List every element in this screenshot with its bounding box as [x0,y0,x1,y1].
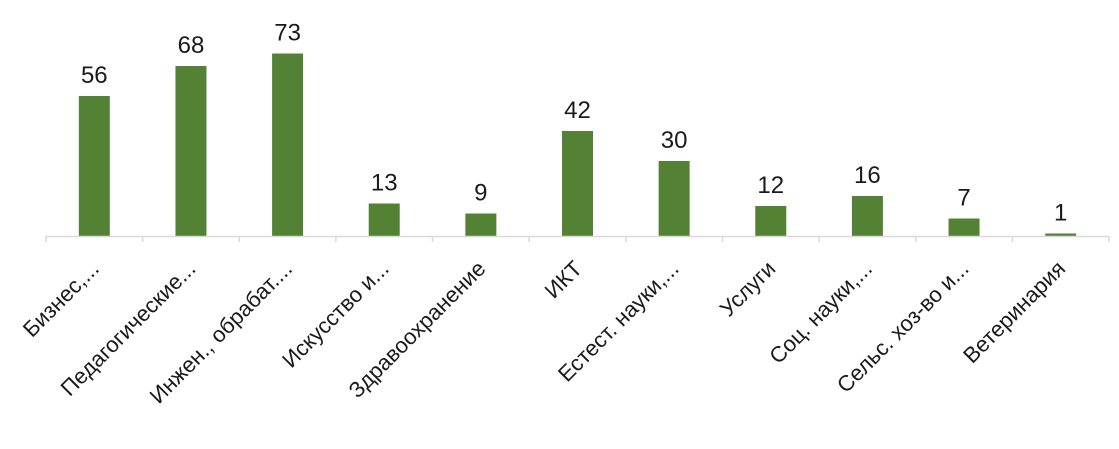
x-tick-label: Бизнес,... [18,256,104,342]
bar [175,66,207,236]
bar [368,203,400,236]
bar [948,218,980,236]
data-label: 56 [81,62,108,89]
bars-group [78,53,1077,236]
data-label: 13 [371,170,398,197]
x-tick-label: ИКТ [540,256,587,303]
x-axis-ticks [45,236,1110,242]
bar [465,213,497,236]
bar [78,96,110,236]
bar [562,131,593,236]
x-tick-label: Услуги [715,256,781,322]
data-label: 9 [474,180,487,207]
data-label: 68 [178,32,205,59]
data-label: 73 [274,20,301,47]
data-label: 1 [1054,200,1067,227]
data-labels-group: 56 68 73 13 9 42 30 12 16 7 1 [81,20,1067,227]
bar [1045,233,1077,236]
x-tick-label: Ветеринария [958,256,1070,368]
bar [755,206,787,236]
bar [272,53,304,236]
data-label: 30 [661,127,688,154]
data-label: 42 [564,97,591,124]
data-label: 7 [957,185,970,212]
data-label: 12 [757,172,784,199]
bar [658,161,690,236]
category-labels-group: Бизнес,...Педагогические...Инжен., обраб… [18,256,1070,408]
data-label: 16 [854,162,881,189]
bar [851,196,883,236]
